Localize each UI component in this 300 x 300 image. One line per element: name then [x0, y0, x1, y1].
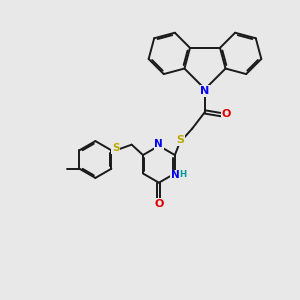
Text: S: S: [176, 136, 184, 146]
Text: N: N: [154, 139, 163, 149]
Text: O: O: [222, 109, 231, 119]
Text: H: H: [180, 170, 187, 179]
Text: O: O: [154, 199, 164, 209]
Text: N: N: [171, 170, 179, 180]
Text: S: S: [112, 143, 120, 153]
Text: N: N: [200, 86, 210, 96]
